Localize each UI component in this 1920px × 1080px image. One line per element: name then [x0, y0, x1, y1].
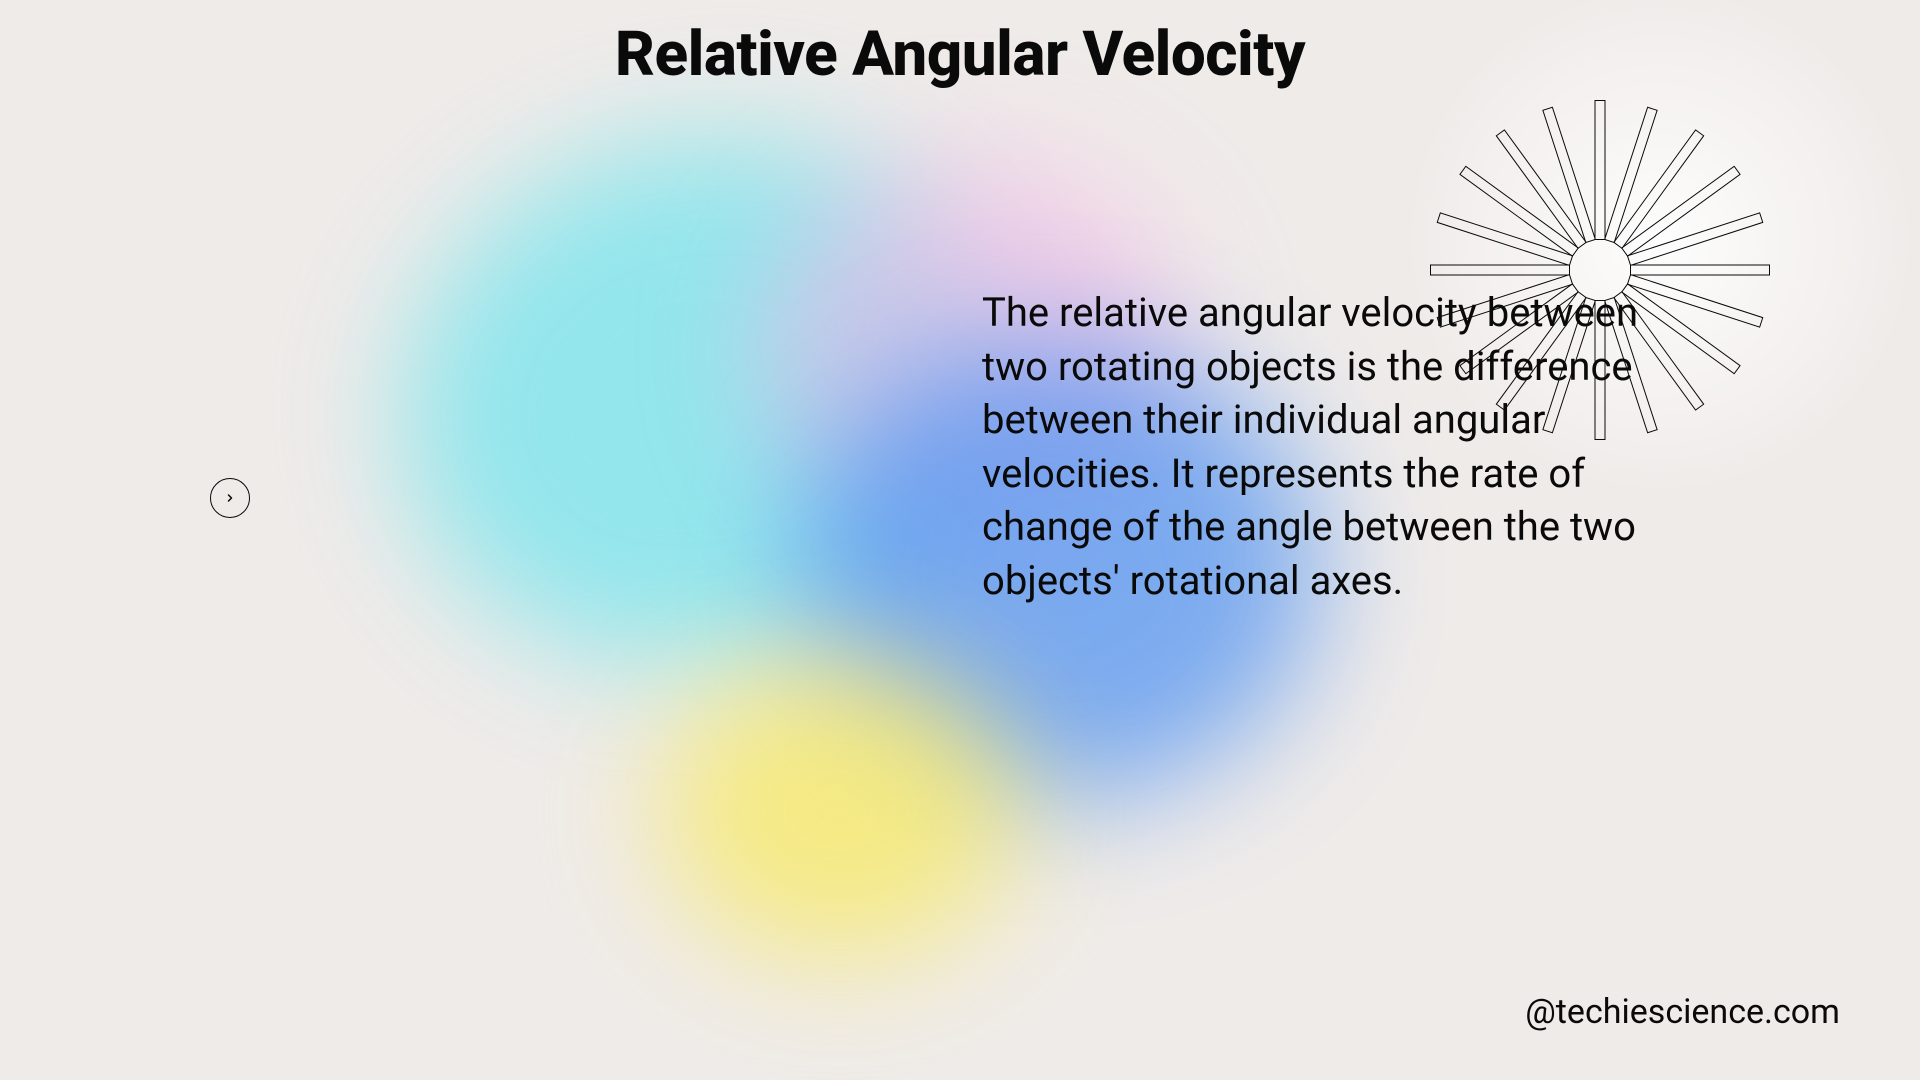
sunburst-ray: [1430, 265, 1570, 276]
sunburst-ray: [1595, 100, 1606, 240]
body-text: The relative angular velocity between tw…: [982, 286, 1702, 608]
footer-credit: @techiescience.com: [1525, 992, 1840, 1032]
blob-cyan: [343, 71, 1057, 729]
chevron-right-icon: [224, 492, 236, 504]
blob-yellow: [660, 660, 1020, 960]
next-button[interactable]: [210, 478, 250, 518]
page-title: Relative Angular Velocity: [0, 18, 1920, 91]
sunburst-ray: [1630, 265, 1770, 276]
